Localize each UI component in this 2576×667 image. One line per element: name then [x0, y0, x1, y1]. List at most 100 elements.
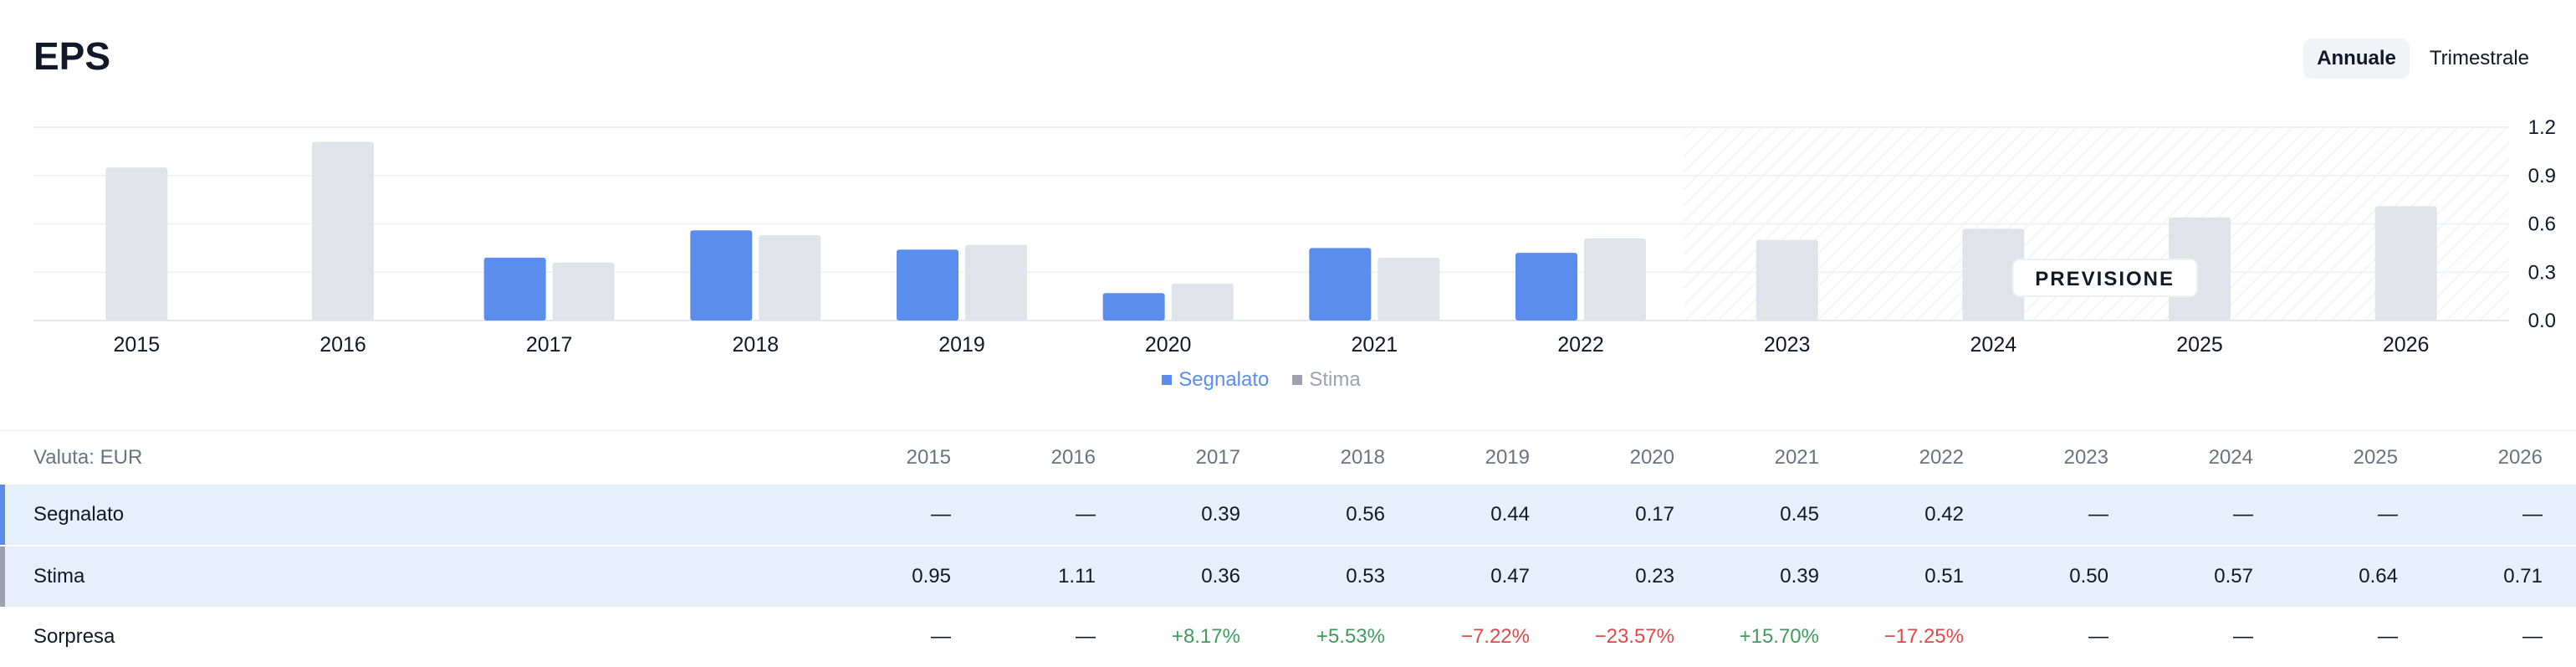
- y-tick-label: 0.9: [2528, 165, 2556, 187]
- table-header-row: Valuta: EUR 2015 2016 2017 2018 2019 202…: [0, 430, 2576, 485]
- table-cell: 0.47: [1385, 545, 1530, 607]
- header-year: 2016: [1050, 446, 1096, 469]
- bar-estimate-2017[interactable]: [552, 262, 615, 321]
- bar-reported-2018[interactable]: [690, 230, 753, 321]
- bar-reported-2021[interactable]: [1309, 248, 1372, 321]
- page-title: EPS: [33, 34, 111, 78]
- bar-estimate-2016[interactable]: [312, 141, 374, 321]
- currency-label: Valuta: EUR: [33, 446, 143, 469]
- tab-annual[interactable]: Annuale: [2303, 38, 2410, 79]
- eps-bar-chart: 2015 2016 2017 2018 2019 2020 2021 2022 2023 2024…: [33, 116, 2556, 357]
- x-tick-label: 2023: [1764, 333, 1811, 357]
- bar-estimate-2021[interactable]: [1377, 257, 1440, 321]
- period-toggle: Annuale Trimestrale: [2303, 38, 2543, 79]
- x-tick-label: 2019: [938, 333, 985, 357]
- bar-estimate-2024[interactable]: [1962, 228, 2025, 321]
- bar-estimate-2019[interactable]: [965, 244, 1027, 321]
- x-tick-label: 2020: [1145, 333, 1192, 357]
- table-cell: 0.23: [1530, 545, 1674, 607]
- forecast-badge-label: PREVISIONE: [2035, 268, 2175, 290]
- table-cell: —: [2522, 625, 2543, 648]
- y-tick-label: 0.0: [2528, 310, 2556, 332]
- header-year: 2018: [1340, 446, 1385, 469]
- header-year: 2015: [906, 446, 951, 469]
- legend-reported-swatch: [1162, 375, 1173, 385]
- table-cell: 0.17: [1530, 485, 1674, 546]
- header-year: 2019: [1485, 446, 1530, 469]
- table-cell: —: [931, 625, 951, 648]
- table-cell: —: [2378, 625, 2398, 648]
- row-label: Stima: [0, 545, 806, 607]
- table-cell: 0.71: [2398, 545, 2576, 607]
- x-tick-label: 2021: [1352, 333, 1398, 357]
- legend-estimate-label: Stima: [1309, 368, 1361, 391]
- table-cell: 0.57: [2108, 545, 2253, 607]
- table-cell: 0.51: [1819, 545, 1964, 607]
- table-cell: +5.53%: [1316, 625, 1385, 648]
- table-cell: −7.22%: [1460, 625, 1530, 648]
- bar-reported-2019[interactable]: [897, 249, 958, 321]
- header-year: 2024: [2208, 446, 2253, 469]
- table-cell: 0.64: [2253, 545, 2398, 607]
- table-row-surprise[interactable]: Sorpresa — — +8.17% +5.53% −7.22% −23.57…: [0, 607, 2576, 667]
- table-cell: 0.50: [1964, 545, 2108, 607]
- table-cell: 0.53: [1240, 545, 1385, 607]
- tab-quarterly[interactable]: Trimestrale: [2429, 47, 2529, 69]
- table-cell: 0.56: [1240, 485, 1385, 546]
- legend-reported-label: Segnalato: [1178, 368, 1270, 391]
- table-cell: —: [2108, 485, 2253, 546]
- legend-reported[interactable]: Segnalato: [1162, 368, 1269, 392]
- bar-reported-2022[interactable]: [1515, 253, 1577, 321]
- table-cell: 1.11: [951, 545, 1096, 607]
- y-tick-label: 1.2: [2528, 116, 2556, 139]
- header-year: 2022: [1919, 446, 1964, 469]
- y-tick-label: 0.3: [2528, 261, 2556, 284]
- bar-estimate-2018[interactable]: [759, 234, 821, 321]
- header-year: 2017: [1195, 446, 1240, 469]
- legend-estimate-swatch: [1292, 375, 1303, 385]
- header-year: 2023: [2063, 446, 2108, 469]
- header-year: 2020: [1629, 446, 1674, 469]
- table-cell: —: [2088, 625, 2108, 648]
- x-tick-label: 2025: [2176, 333, 2223, 357]
- bar-estimate-2026[interactable]: [2374, 206, 2437, 321]
- bar-estimate-2020[interactable]: [1171, 283, 1234, 321]
- table-cell: 0.39: [1674, 545, 1819, 607]
- table-cell: —: [951, 485, 1096, 546]
- table-row-reported[interactable]: Segnalato — — 0.39 0.56 0.44 0.17 0.45 0…: [0, 485, 2576, 546]
- header-year: 2021: [1774, 446, 1819, 469]
- table-cell: 0.95: [806, 545, 951, 607]
- y-tick-label: 0.6: [2528, 213, 2556, 236]
- table-row-estimate[interactable]: Stima 0.95 1.11 0.36 0.53 0.47 0.23 0.39…: [0, 545, 2576, 607]
- table-cell: 0.42: [1819, 485, 1964, 546]
- bar-estimate-2022[interactable]: [1584, 238, 1646, 321]
- table-cell: 0.39: [1096, 485, 1240, 546]
- table-cell: —: [1076, 625, 1096, 648]
- table-cell: 0.45: [1674, 485, 1819, 546]
- x-tick-label: 2017: [526, 333, 573, 357]
- table-cell: 0.36: [1096, 545, 1240, 607]
- table-cell: —: [1964, 485, 2108, 546]
- legend-estimate[interactable]: Stima: [1292, 368, 1361, 392]
- row-label: Sorpresa: [33, 625, 115, 648]
- forecast-badge: [2011, 259, 2198, 297]
- bar-estimate-2023[interactable]: [1756, 239, 1818, 321]
- table-cell: +15.70%: [1739, 625, 1819, 648]
- chart-legend: Segnalato Stima: [0, 368, 2549, 392]
- x-tick-label: 2015: [114, 333, 161, 357]
- table-cell: −17.25%: [1883, 625, 1964, 648]
- header-year: 2026: [2497, 446, 2543, 469]
- bar-estimate-2015[interactable]: [105, 167, 168, 321]
- x-tick-label: 2026: [2383, 333, 2430, 357]
- table-cell: —: [2398, 485, 2576, 546]
- table-cell: —: [806, 485, 951, 546]
- table-cell: —: [2233, 625, 2253, 648]
- bar-reported-2020[interactable]: [1102, 293, 1165, 321]
- x-tick-label: 2018: [733, 333, 779, 357]
- bar-reported-2017[interactable]: [483, 257, 546, 321]
- x-tick-label: 2022: [1557, 333, 1604, 357]
- row-label: Segnalato: [0, 485, 806, 546]
- table-cell: —: [2253, 485, 2398, 546]
- eps-table: Valuta: EUR 2015 2016 2017 2018 2019 202…: [0, 430, 2576, 667]
- x-tick-label: 2016: [319, 333, 366, 357]
